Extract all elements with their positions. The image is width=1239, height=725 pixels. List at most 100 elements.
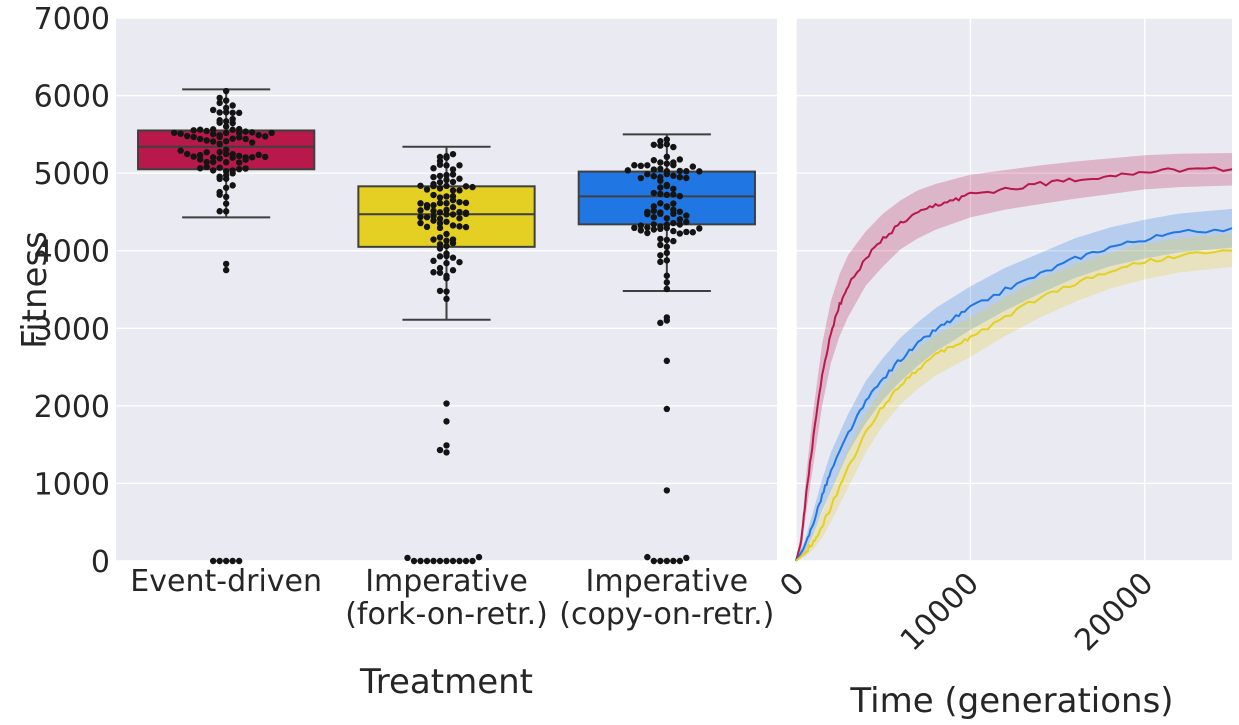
timeseries-x-tick-labels: 0 10000 20000 [773,566,1160,658]
swarm-point [229,557,236,565]
swarm-point [255,131,262,139]
swarm-point [436,253,444,260]
swarm-point [663,160,671,167]
swarm-point [222,172,230,179]
swarm-point [670,237,677,245]
swarm-point [443,449,450,456]
swarm-point [183,150,191,158]
swarm-point [670,557,677,565]
swarm-point [637,162,645,170]
swarm-point [657,159,664,166]
swarm-point [663,405,671,413]
swarm-point [222,193,230,201]
timeseries-marks [795,152,1233,562]
swarm-point [644,208,651,216]
swarm-point [449,254,457,261]
swarm-point [436,245,444,252]
box-group [137,87,316,565]
swarm-point [663,243,671,251]
swarm-point [670,219,677,227]
swarm-point [663,249,671,257]
swarm-point [670,185,677,192]
swarm-point [449,166,457,173]
boxplot-marks [137,87,756,565]
x-axis-title-treatment: Treatment [359,662,533,702]
swarm-point [216,148,223,156]
swarm-point [443,182,450,190]
swarm-point [663,257,671,264]
swarm-point [456,258,463,266]
swarm-point [443,557,450,565]
swarm-point [657,241,664,249]
swarm-point [177,147,184,154]
swarm-point [443,176,450,184]
y-axis-title: Fitness [15,231,55,349]
swarm-point [443,400,450,407]
swarm-point [417,182,424,189]
swarm-point [456,208,463,216]
swarm-point [229,182,236,189]
timeseries-gridlines [795,17,1232,562]
swarm-point [676,173,684,181]
swarm-point [430,236,437,243]
swarm-point [216,94,223,102]
swarm-point [449,211,457,218]
swarm-point [242,156,249,163]
swarm-point [436,220,444,227]
swarm-point [436,224,444,232]
y-tick-label: 6000 [34,80,110,115]
swarm-point [417,557,424,565]
category-label: (copy-on-retr.) [559,597,774,632]
swarm-point [430,173,437,181]
swarm-point [683,228,690,236]
swarm-point [683,218,690,226]
swarm-point [650,189,658,197]
swarm-point [443,200,450,207]
swarm-point [449,150,457,158]
swarm-point [449,171,457,178]
swarm-point [663,557,671,565]
swarm-point [443,162,450,169]
swarm-point [248,129,256,136]
swarm-point [670,143,677,151]
y-tick-label: 0 [91,545,110,580]
swarm-point [657,209,664,216]
swarm-point [670,210,677,218]
swarm-point [676,230,684,237]
swarm-point [657,200,664,207]
swarm-point [222,123,230,130]
swarm-point [663,236,671,244]
swarm-point [443,259,450,267]
swarm-point [650,213,658,221]
swarm-point [657,223,664,230]
boxplot-y-tick-labels: 0 1000 2000 3000 4000 5000 6000 7000 [34,2,110,580]
swarm-point [222,129,230,137]
swarm-point [449,178,457,186]
swarm-point [449,187,457,194]
swarm-point [261,133,269,140]
swarm-point [443,218,450,225]
swarm-point [430,202,437,209]
swarm-point [209,106,217,114]
swarm-point [443,193,450,200]
swarm-point [443,230,450,238]
swarm-point [650,226,658,233]
swarm-point [430,257,437,265]
swarm-point [430,213,437,220]
swarm-point [624,167,632,174]
swarm-point [222,208,230,215]
series-line [795,166,1233,562]
swarm-point [229,135,236,142]
swarm-point [663,182,671,190]
swarm-point [683,168,690,175]
swarm-point [216,140,223,148]
swarm-point [443,211,450,218]
swarm-point [462,199,470,207]
swarm-point [443,237,450,244]
swarm-point [222,260,230,268]
swarm-point [657,252,664,259]
swarm-point [430,180,437,188]
swarm-point [203,137,210,144]
swarm-point [222,158,230,166]
